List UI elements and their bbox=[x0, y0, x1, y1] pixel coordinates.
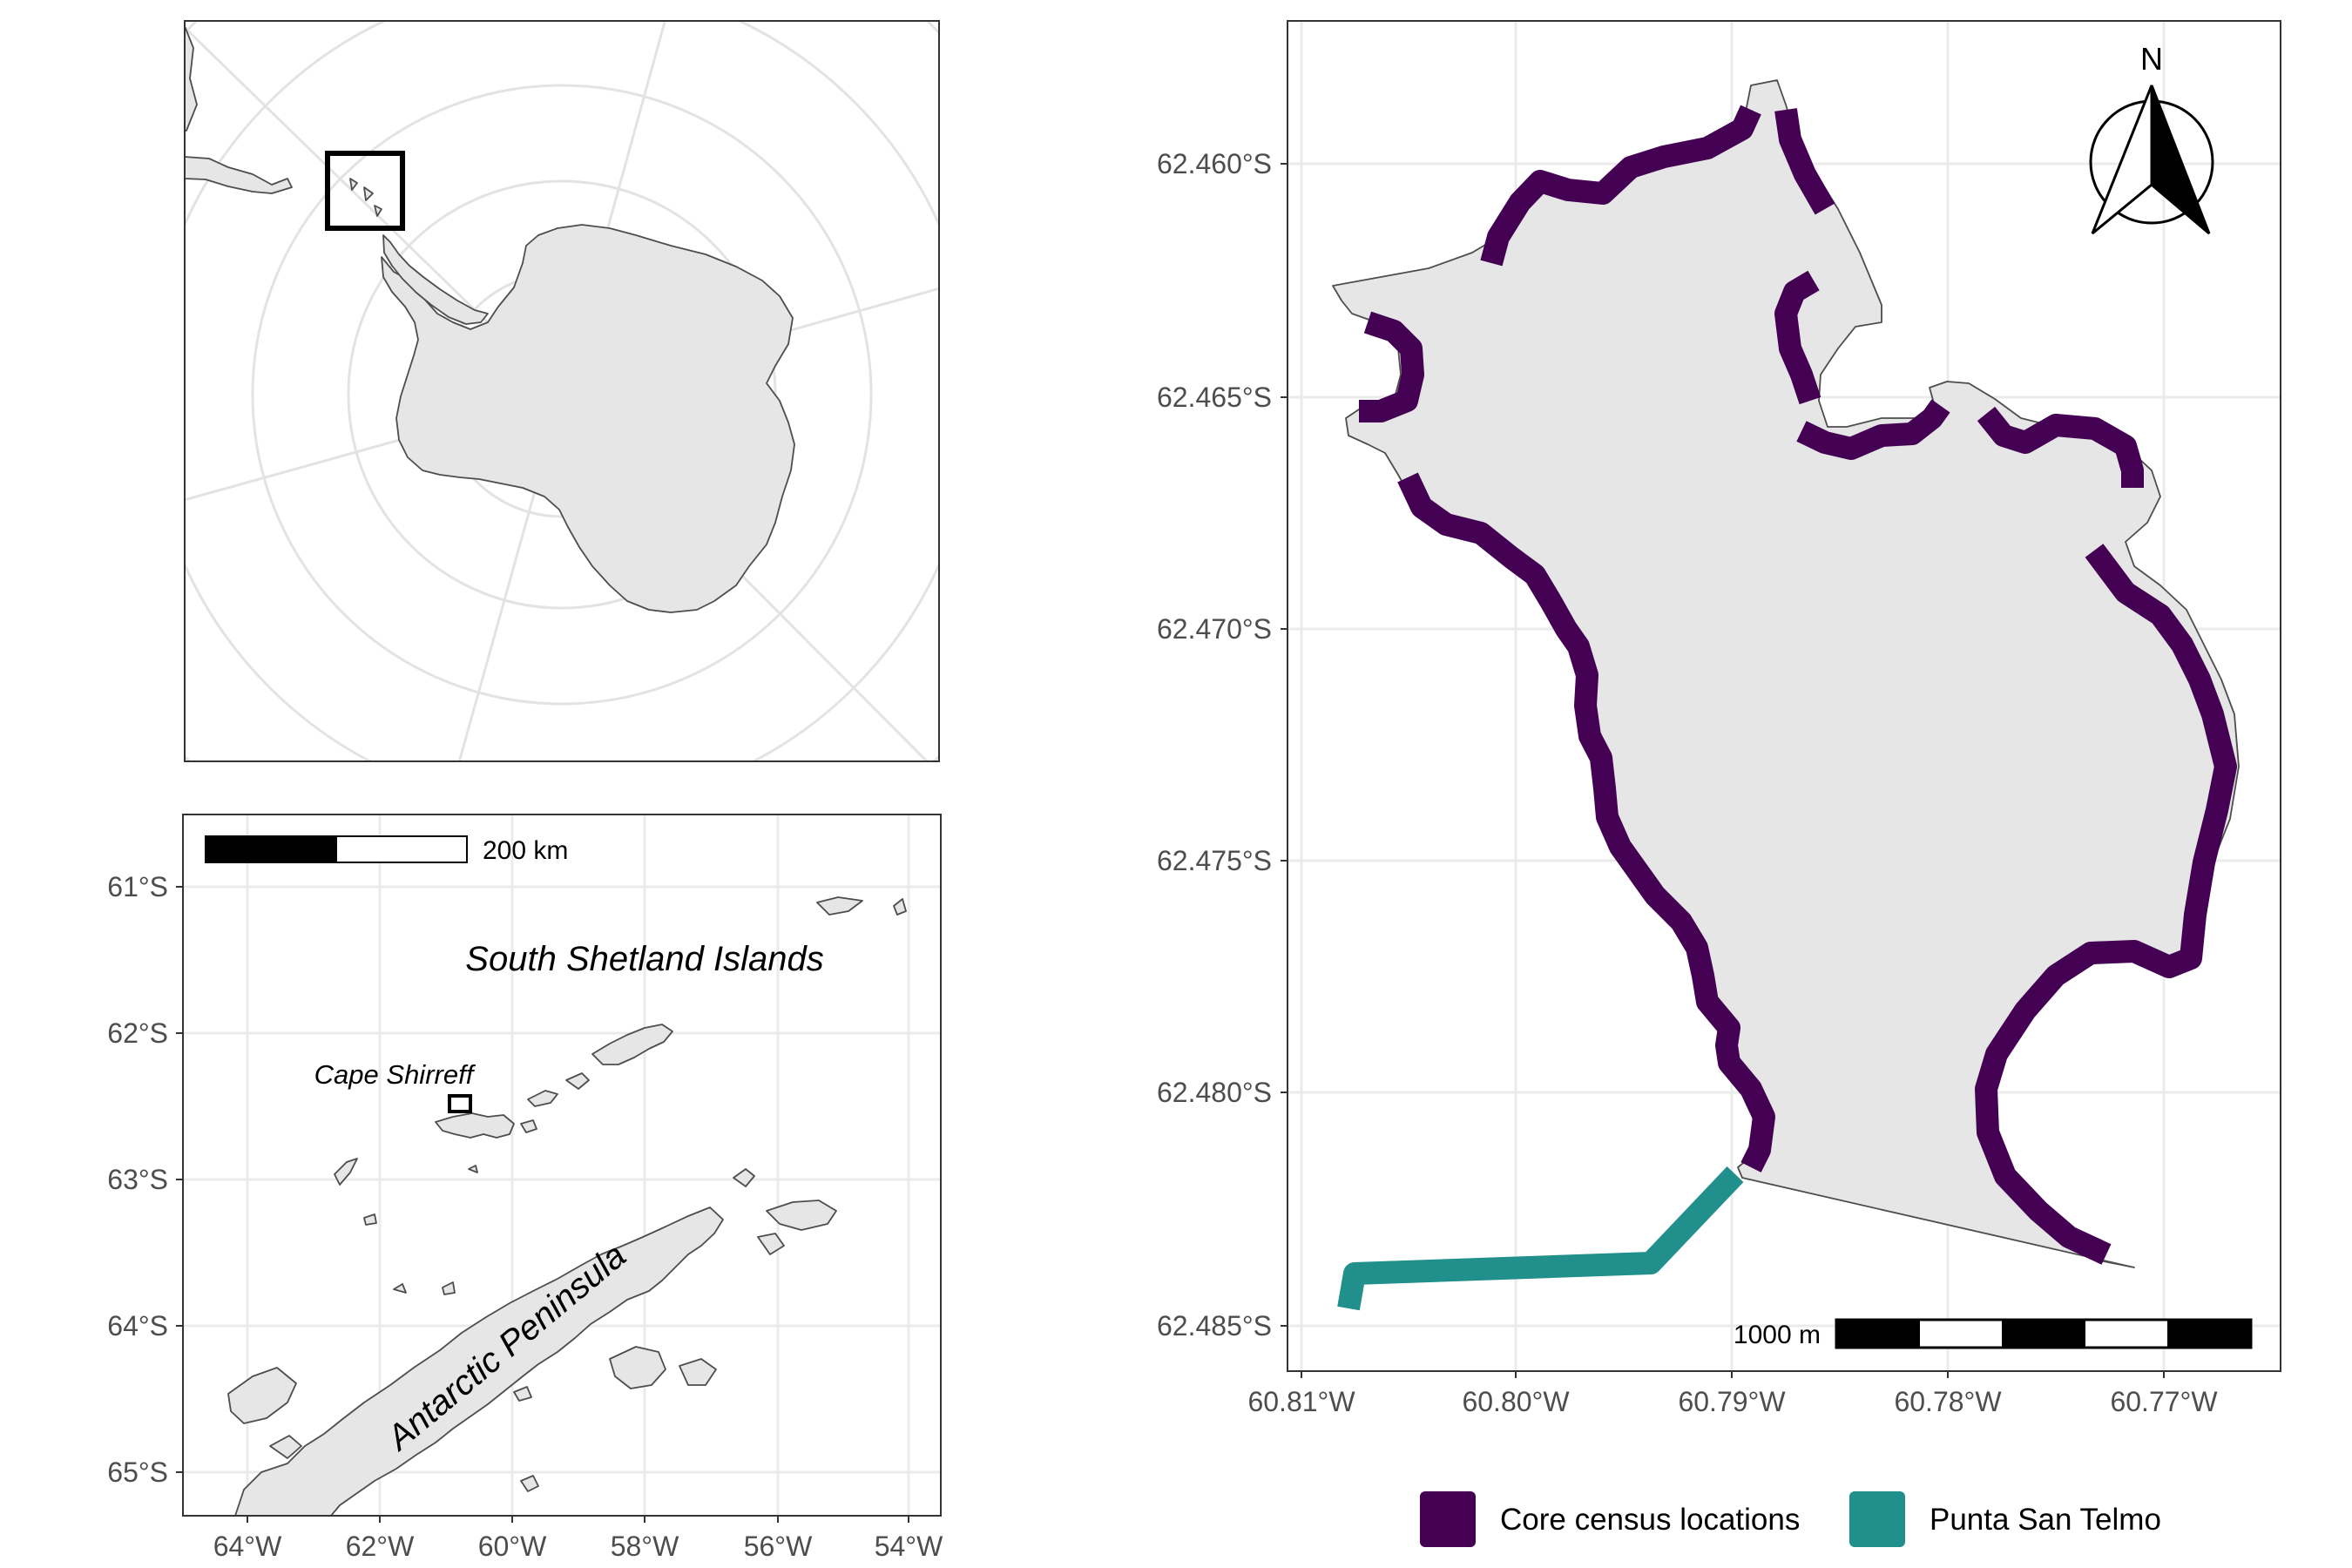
antarctic-peninsula bbox=[234, 1206, 724, 1516]
north-label: N bbox=[2140, 41, 2163, 77]
region-map: 200 km South Shetland Islands Cape Shirr… bbox=[107, 814, 943, 1562]
legend-label-telmo: Punta San Telmo bbox=[1930, 1503, 2161, 1537]
elephant-island bbox=[816, 896, 863, 916]
overview-graticule bbox=[185, 21, 939, 761]
legend-swatch-telmo bbox=[1849, 1491, 1905, 1547]
detail-x-tick: 60.80°W bbox=[1462, 1386, 1570, 1417]
detail-y-tick: 62.470°S bbox=[1157, 613, 1272, 645]
detail-x-tick: 60.81°W bbox=[1247, 1386, 1355, 1417]
region-y-axis: 61°S 62°S 63°S 64°S 65°S bbox=[107, 871, 183, 1488]
region-x-tick: 60°W bbox=[478, 1531, 547, 1562]
region-x-tick: 64°W bbox=[213, 1531, 282, 1562]
inset-box bbox=[325, 151, 405, 231]
core-census-segments bbox=[1359, 105, 2237, 1265]
joinville-island bbox=[766, 1200, 837, 1231]
region-x-axis: 64°W 62°W 60°W 58°W 56°W 54°W bbox=[213, 1516, 943, 1562]
core-segment bbox=[1359, 311, 1424, 422]
north-arrow: N bbox=[2089, 41, 2214, 235]
detail-x-tick: 60.77°W bbox=[2110, 1386, 2218, 1417]
south-america-landmass bbox=[185, 25, 198, 132]
label-cape-shirreff: Cape Shirreff bbox=[314, 1059, 476, 1090]
region-y-tick: 63°S bbox=[107, 1164, 168, 1195]
legend-swatch-core bbox=[1420, 1491, 1476, 1547]
core-segment bbox=[1774, 108, 1835, 215]
king-george-island bbox=[591, 1024, 673, 1065]
overview-islands bbox=[349, 178, 358, 191]
legend: Core census locations Punta San Telmo bbox=[1420, 1491, 2161, 1547]
detail-y-tick: 62.480°S bbox=[1157, 1077, 1272, 1108]
antarctica-landmass bbox=[381, 224, 795, 613]
legend-label-core: Core census locations bbox=[1500, 1503, 1800, 1537]
detail-map: N 1000 m 62.460°S 62.465°S 62.470°S 62.4… bbox=[1157, 20, 2281, 1417]
core-segment bbox=[1774, 270, 1821, 405]
overview-map bbox=[184, 20, 940, 762]
detail-x-tick: 60.79°W bbox=[1678, 1386, 1786, 1417]
region-scale-bar: 200 km bbox=[205, 835, 568, 865]
label-south-shetland-islands: South Shetland Islands bbox=[465, 940, 823, 978]
detail-y-tick: 62.475°S bbox=[1157, 845, 1272, 876]
overview-peninsula bbox=[382, 234, 489, 325]
region-scale-label: 200 km bbox=[483, 836, 568, 865]
core-segment bbox=[1397, 472, 1775, 1173]
cape-shirreff-box bbox=[448, 1094, 472, 1113]
region-y-tick: 61°S bbox=[107, 871, 168, 902]
region-x-tick: 56°W bbox=[744, 1531, 813, 1562]
region-y-tick: 65°S bbox=[107, 1456, 168, 1488]
region-y-tick: 62°S bbox=[107, 1017, 168, 1049]
detail-y-tick: 62.460°S bbox=[1157, 148, 1272, 179]
detail-x-axis: 60.81°W 60.80°W 60.79°W 60.78°W 60.77°W bbox=[1247, 1371, 2218, 1417]
detail-x-tick: 60.78°W bbox=[1894, 1386, 2002, 1417]
core-segment bbox=[1480, 105, 1761, 267]
tierra-del-fuego bbox=[185, 156, 293, 194]
smith-island bbox=[334, 1158, 358, 1186]
core-segment bbox=[1977, 406, 2144, 488]
region-graticule bbox=[183, 814, 941, 1516]
core-segment bbox=[1975, 544, 2237, 1265]
region-x-tick: 62°W bbox=[346, 1531, 415, 1562]
detail-y-axis: 62.460°S 62.465°S 62.470°S 62.475°S 62.4… bbox=[1157, 148, 1288, 1342]
detail-scale-label: 1000 m bbox=[1734, 1321, 1821, 1349]
region-x-tick: 58°W bbox=[611, 1531, 679, 1562]
detail-y-tick: 62.485°S bbox=[1157, 1310, 1272, 1342]
core-segment bbox=[1796, 399, 1950, 460]
region-y-tick: 64°S bbox=[107, 1310, 168, 1342]
detail-y-tick: 62.465°S bbox=[1157, 382, 1272, 413]
detail-scale-bar: 1000 m bbox=[1734, 1318, 2253, 1349]
punta-san-telmo-segment bbox=[1337, 1166, 1744, 1311]
region-x-tick: 54°W bbox=[875, 1531, 943, 1562]
